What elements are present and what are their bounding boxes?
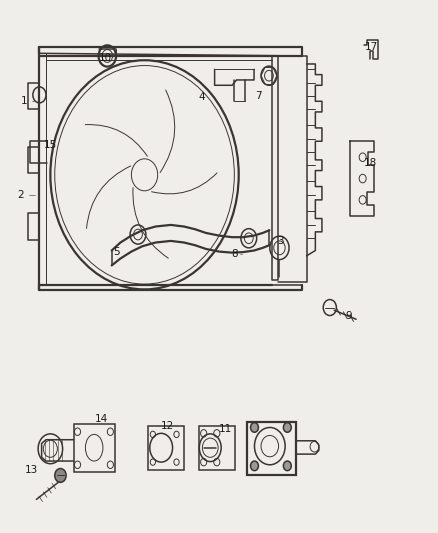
Text: 7: 7 [255,91,262,101]
Text: 15: 15 [44,140,57,150]
Bar [199,426,235,470]
Circle shape [38,434,63,464]
Bar [148,426,184,470]
Circle shape [251,423,258,432]
Circle shape [241,229,257,248]
Circle shape [261,435,279,457]
Circle shape [254,427,285,465]
Circle shape [33,87,46,103]
Circle shape [323,300,336,316]
Text: 4: 4 [198,92,205,102]
Text: 2: 2 [18,190,25,199]
Circle shape [283,423,291,432]
Circle shape [283,461,291,471]
Bar [247,422,296,475]
Circle shape [270,236,289,260]
Ellipse shape [85,434,103,461]
Text: 12: 12 [161,422,174,431]
Text: 1: 1 [21,96,28,106]
Text: 14: 14 [95,415,108,424]
Bar [74,424,115,472]
Text: 18: 18 [364,158,377,167]
Ellipse shape [199,434,221,462]
Text: 13: 13 [25,465,38,475]
Circle shape [43,440,57,457]
Circle shape [261,66,277,85]
Text: 3: 3 [277,236,284,246]
Text: 9: 9 [345,311,352,320]
Text: 5: 5 [113,247,120,256]
Text: 8: 8 [231,249,238,259]
Text: 11: 11 [219,424,232,434]
Text: 17: 17 [365,42,378,52]
Circle shape [130,225,146,244]
Circle shape [251,461,258,471]
Ellipse shape [150,433,173,462]
Text: 10: 10 [99,53,112,62]
Circle shape [55,469,66,482]
